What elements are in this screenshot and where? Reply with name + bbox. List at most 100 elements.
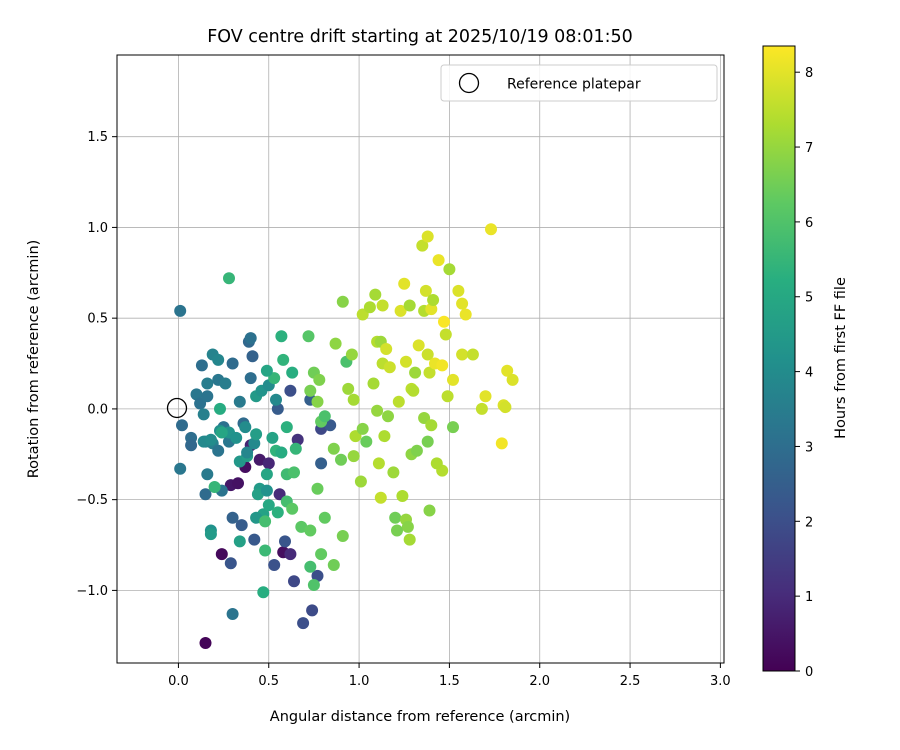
scatter-point <box>327 442 340 455</box>
y-tick-label: −1.0 <box>76 584 108 599</box>
scatter-point <box>318 511 331 524</box>
scatter-point <box>250 511 263 524</box>
scatter-point <box>506 373 519 386</box>
scatter-point <box>416 239 429 252</box>
scatter-point <box>421 230 434 243</box>
scatter-point <box>354 475 367 488</box>
scatter-point <box>219 377 232 390</box>
x-axis-ticks: 0.0 0.5 1.0 1.5 2.0 2.5 3.0 <box>168 663 731 689</box>
scatter-point <box>363 301 376 314</box>
scatter-point <box>439 328 452 341</box>
scatter-point <box>456 348 469 361</box>
y-axis-ticks: −1.0 −0.5 0.0 0.5 1.0 1.5 <box>76 130 117 599</box>
scatter-point <box>239 421 252 434</box>
scatter-point <box>311 569 324 582</box>
scatter-point <box>378 430 391 443</box>
scatter-point <box>297 617 310 630</box>
scatter-point <box>208 481 221 493</box>
scatter-point <box>304 384 317 397</box>
scatter-point <box>430 457 443 470</box>
scatter-point <box>438 315 450 328</box>
scatter-point <box>214 402 226 415</box>
x-tick-label: 1.5 <box>439 674 460 689</box>
legend-label: Reference platepar <box>507 77 641 93</box>
reference-platepar-marker <box>166 397 188 419</box>
scatter-point <box>235 519 248 532</box>
scatter-point <box>466 348 479 361</box>
scatter-point <box>304 524 317 537</box>
legend-marker-icon <box>458 72 480 94</box>
scatter-point <box>315 548 328 561</box>
scatter-point <box>374 491 387 504</box>
chart-title: FOV centre drift starting at 2025/10/19 … <box>207 27 633 47</box>
scatter-point <box>447 373 459 386</box>
scatter-point <box>201 468 214 481</box>
scatter-point <box>311 482 324 495</box>
scatter-point <box>260 468 273 481</box>
legend: Reference platepar <box>440 64 718 102</box>
colorbar-tick-label: 3 <box>805 440 813 455</box>
scatter-point <box>479 390 492 403</box>
scatter-point <box>190 388 203 401</box>
scatter-point <box>360 435 373 448</box>
x-tick-label: 2.5 <box>620 674 641 689</box>
scatter-point <box>289 442 302 455</box>
scatter-point <box>459 308 472 321</box>
scatter-point <box>376 299 389 312</box>
scatter-point <box>475 402 488 415</box>
x-tick-label: 0.5 <box>258 674 279 689</box>
scatter-point <box>199 488 212 501</box>
scatter-point <box>197 408 210 421</box>
scatter-point <box>204 433 217 446</box>
scatter-point <box>224 557 237 570</box>
scatter-point <box>315 457 328 470</box>
scatter-point <box>400 355 412 368</box>
scatter-point <box>262 457 275 470</box>
scatter-point <box>244 372 257 385</box>
scatter-point <box>271 506 284 519</box>
scatter-point <box>251 488 264 501</box>
scatter-point <box>204 528 217 541</box>
colorbar-tick-label: 5 <box>805 291 813 306</box>
scatter-point <box>392 395 405 408</box>
scatter-point <box>347 450 360 463</box>
scatter-point <box>244 332 257 345</box>
scatter-point <box>260 364 273 377</box>
scatter-point <box>201 377 214 390</box>
scatter-point <box>336 295 349 308</box>
y-tick-label: 0.0 <box>87 402 108 417</box>
scatter-point <box>248 437 261 450</box>
y-gridlines <box>117 136 724 591</box>
scatter-point <box>226 608 239 620</box>
scatter-point <box>383 361 396 374</box>
scatter-point <box>401 520 414 533</box>
scatter-point <box>279 535 291 548</box>
scatter-point <box>284 548 297 561</box>
scatter-point <box>396 490 409 502</box>
scatter-point <box>246 350 259 363</box>
scatter-point <box>367 377 380 390</box>
scatter-point <box>260 484 273 497</box>
scatter-point <box>266 431 279 444</box>
scatter-point <box>230 431 243 444</box>
scatter-point <box>174 304 187 317</box>
scatter-point <box>425 303 438 316</box>
scatter-point <box>447 421 459 434</box>
x-axis-label: Angular distance from reference (arcmin) <box>270 709 570 725</box>
scatter-point <box>327 559 340 571</box>
scatter-point <box>176 419 188 432</box>
scatter-point <box>212 353 225 366</box>
scatter-point <box>382 410 394 423</box>
scatter-point <box>356 422 369 435</box>
scatter-point <box>387 466 400 479</box>
scatter-point <box>270 393 282 406</box>
y-tick-label: −0.5 <box>76 493 108 508</box>
scatter-point <box>212 444 225 457</box>
scatter-point <box>409 366 422 379</box>
scatter-point <box>248 533 261 546</box>
scatter-point <box>318 410 331 423</box>
scatter-point <box>501 364 514 377</box>
scatter-point <box>425 419 438 432</box>
scatter-point <box>307 579 320 591</box>
scatter-point <box>304 560 317 573</box>
